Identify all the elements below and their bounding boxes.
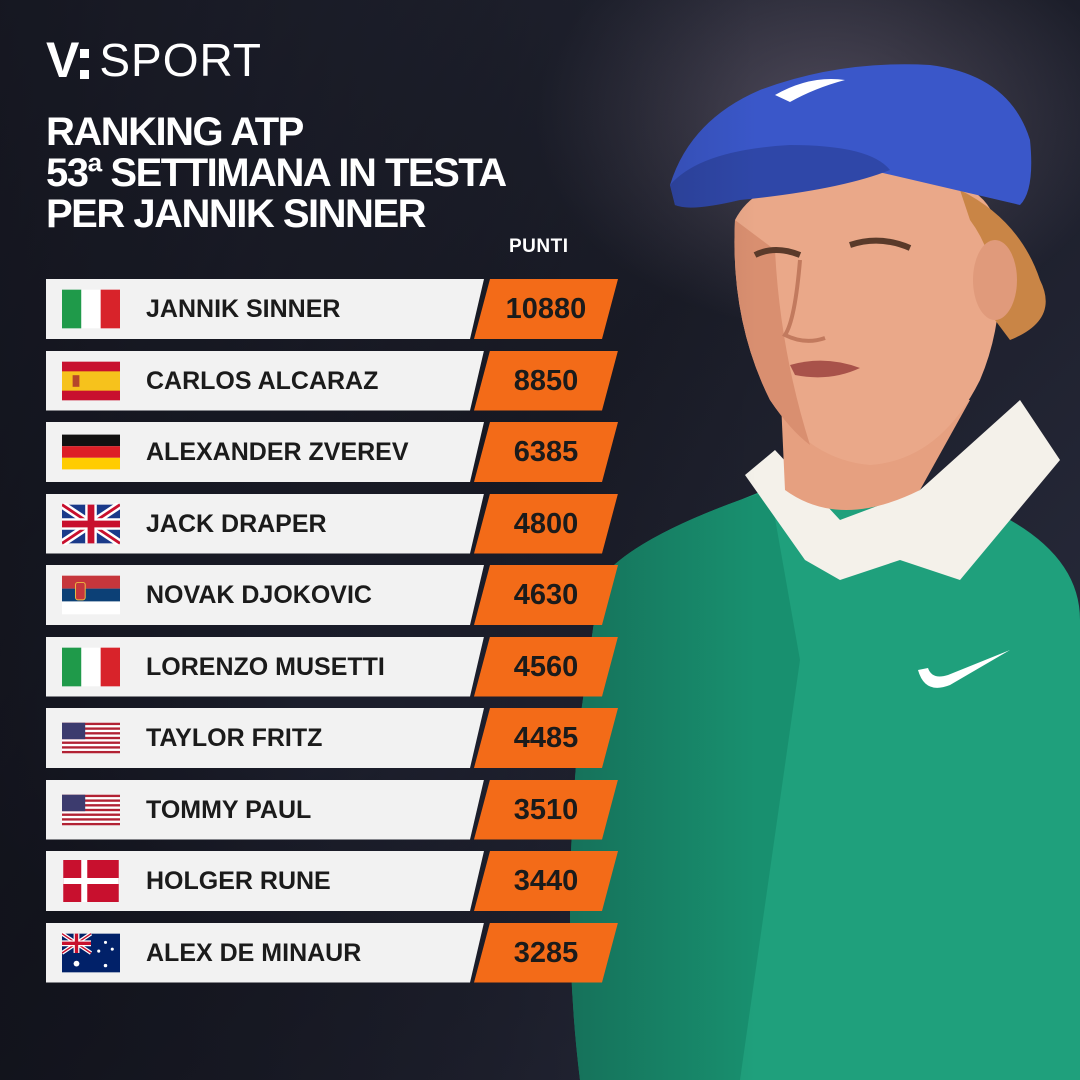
player-name: JACK DRAPER bbox=[146, 509, 327, 538]
player-points: 4560 bbox=[474, 637, 618, 697]
ranking-row: JACK DRAPER 4800 bbox=[46, 494, 646, 554]
player-name: ALEX DE MINAUR bbox=[146, 938, 362, 967]
headline: RANKING ATP 53ª SETTIMANA IN TESTA PER J… bbox=[46, 110, 507, 236]
brand-logo: V SPORT bbox=[46, 34, 262, 86]
player-points: 6385 bbox=[474, 422, 618, 482]
player-name-bar: ALEX DE MINAUR bbox=[46, 923, 484, 983]
player-name-bar: TOMMY PAUL bbox=[46, 780, 484, 840]
ranking-row: TAYLOR FRITZ 4485 bbox=[46, 708, 646, 768]
points-column-header: PUNTI bbox=[509, 236, 569, 257]
ranking-row: ALEX DE MINAUR 3285 bbox=[46, 923, 646, 983]
player-name-bar: HOLGER RUNE bbox=[46, 851, 484, 911]
player-points: 8850 bbox=[474, 351, 618, 411]
player-name: NOVAK DJOKOVIC bbox=[146, 581, 372, 609]
player-points: 3285 bbox=[474, 923, 618, 983]
flag-icon bbox=[62, 574, 120, 616]
flag-icon bbox=[62, 646, 120, 688]
headline-line-2: 53ª SETTIMANA IN TESTA bbox=[46, 151, 507, 195]
flag-icon bbox=[62, 431, 120, 473]
player-name-bar: TAYLOR FRITZ bbox=[46, 708, 484, 768]
player-points: 10880 bbox=[474, 279, 618, 339]
ranking-row: LORENZO MUSETTI 4560 bbox=[46, 637, 646, 697]
player-points: 4800 bbox=[474, 494, 618, 554]
player-name: TAYLOR FRITZ bbox=[146, 724, 323, 752]
player-name: TOMMY PAUL bbox=[146, 795, 312, 824]
player-name-bar: NOVAK DJOKOVIC bbox=[46, 565, 484, 625]
headline-line-1: RANKING ATP bbox=[46, 110, 304, 154]
logo-word: SPORT bbox=[99, 34, 262, 86]
player-name: HOLGER RUNE bbox=[146, 867, 331, 895]
player-points: 4485 bbox=[474, 708, 618, 768]
flag-icon bbox=[62, 360, 120, 402]
ranking-row: TOMMY PAUL 3510 bbox=[46, 780, 646, 840]
player-name-bar: JACK DRAPER bbox=[46, 494, 484, 554]
player-points: 3440 bbox=[474, 851, 618, 911]
player-name: CARLOS ALCARAZ bbox=[146, 366, 379, 395]
headline-line-3: PER JANNIK SINNER bbox=[46, 192, 427, 236]
player-name: JANNIK SINNER bbox=[146, 295, 341, 323]
logo-letter: V bbox=[46, 32, 79, 88]
flag-icon bbox=[62, 288, 120, 330]
flag-icon bbox=[62, 789, 120, 831]
player-name: LORENZO MUSETTI bbox=[146, 652, 385, 681]
player-name-bar: ALEXANDER ZVEREV bbox=[46, 422, 484, 482]
ranking-row: CARLOS ALCARAZ 8850 bbox=[46, 351, 646, 411]
ranking-row: ALEXANDER ZVEREV 6385 bbox=[46, 422, 646, 482]
ranking-row: JANNIK SINNER 10880 bbox=[46, 279, 646, 339]
player-name: ALEXANDER ZVEREV bbox=[146, 438, 409, 466]
player-points: 3510 bbox=[474, 780, 618, 840]
player-name-bar: CARLOS ALCARAZ bbox=[46, 351, 484, 411]
ranking-row: HOLGER RUNE 3440 bbox=[46, 851, 646, 911]
logo-colon-icon bbox=[80, 49, 90, 79]
flag-icon bbox=[62, 717, 120, 759]
flag-icon bbox=[62, 932, 120, 974]
player-name-bar: JANNIK SINNER bbox=[46, 279, 484, 339]
player-name-bar: LORENZO MUSETTI bbox=[46, 637, 484, 697]
ranking-row: NOVAK DJOKOVIC 4630 bbox=[46, 565, 646, 625]
flag-icon bbox=[62, 503, 120, 545]
player-points: 4630 bbox=[474, 565, 618, 625]
flag-icon bbox=[62, 860, 120, 902]
